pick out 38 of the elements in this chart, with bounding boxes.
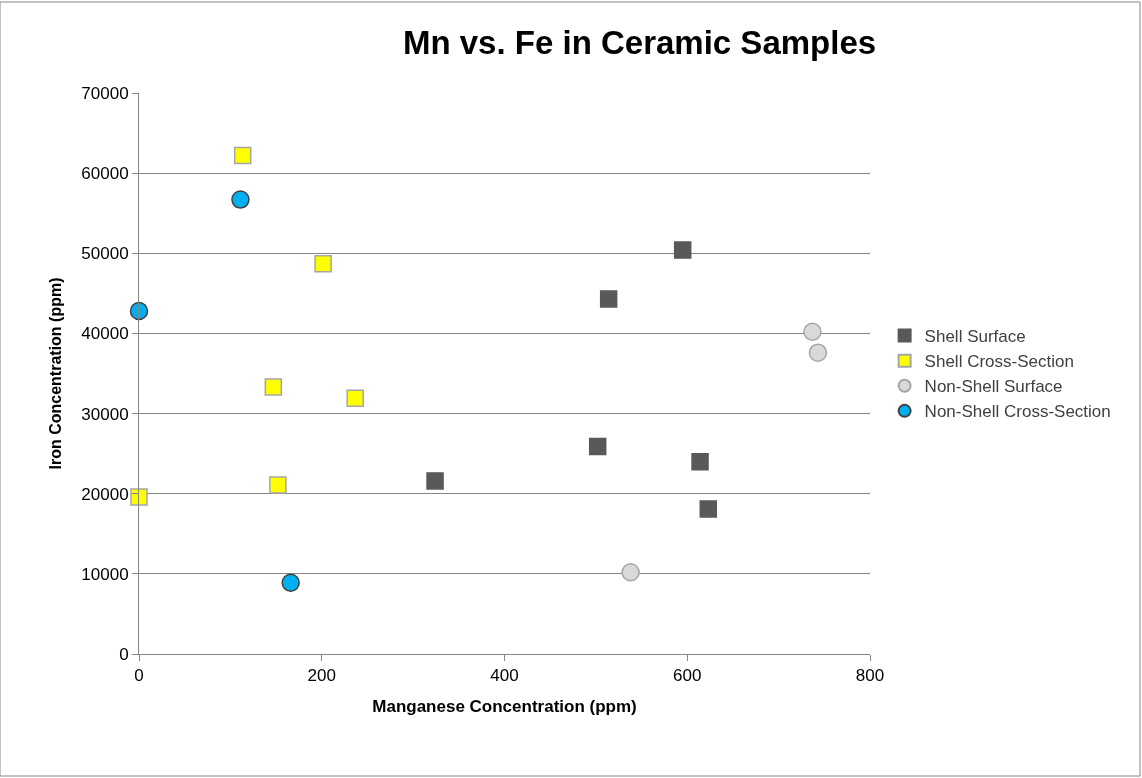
- point: [264, 378, 283, 396]
- legend-label: Non-Shell Cross-Section: [924, 402, 1111, 422]
- point: [803, 322, 822, 342]
- x-tick-label: 600: [673, 666, 702, 686]
- point: [691, 452, 709, 471]
- point: [231, 190, 250, 209]
- point: [129, 301, 149, 321]
- y-tick-label: 50000: [81, 244, 129, 264]
- point: [588, 437, 607, 456]
- point: [673, 241, 692, 259]
- x-tick-label: 200: [307, 666, 336, 686]
- legend-label: Shell Cross-Section: [924, 352, 1074, 372]
- y-tick-label: 40000: [81, 324, 129, 344]
- x-tick-label: 800: [855, 666, 885, 686]
- chart-title: Mn vs. Fe in Ceramic Samples: [402, 24, 877, 62]
- y-tick-label: 30000: [81, 404, 129, 424]
- y-axis-title: Iron Concentration (ppm): [47, 277, 65, 470]
- point: [130, 488, 148, 506]
- x-tick-label: 0: [134, 666, 144, 686]
- y-tick-label: 0: [119, 644, 129, 664]
- point: [281, 573, 300, 592]
- legend-label: Non-Shell Surface: [924, 377, 1063, 397]
- point: [314, 254, 332, 273]
- point: [808, 343, 828, 362]
- point: [269, 476, 287, 494]
- x-tick-label: 400: [490, 666, 519, 686]
- y-tick-label: 60000: [81, 164, 129, 184]
- point: [426, 472, 444, 490]
- legend-label: Shell Surface: [924, 327, 1026, 347]
- y-tick-label: 70000: [81, 83, 129, 103]
- y-tick-label: 20000: [81, 484, 129, 504]
- x-axis-title: Manganese Concentration (ppm): [372, 696, 637, 716]
- point: [599, 290, 618, 308]
- point: [621, 563, 640, 582]
- point: [233, 146, 252, 165]
- point: [699, 500, 718, 518]
- y-tick-label: 10000: [81, 564, 129, 584]
- point: [346, 389, 364, 408]
